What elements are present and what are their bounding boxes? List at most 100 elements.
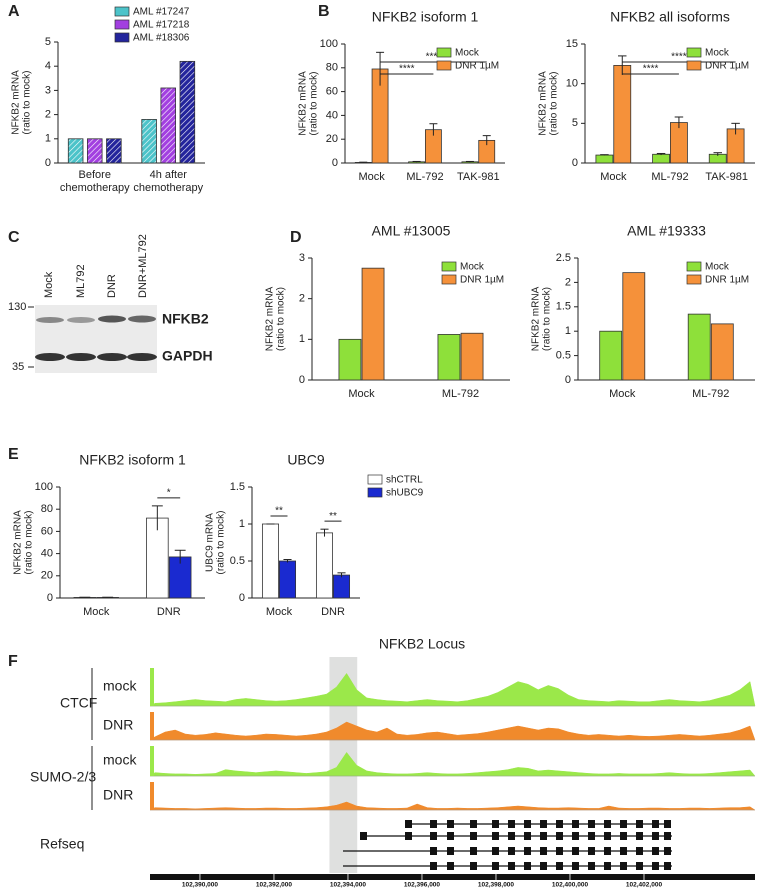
y-tick-label: 2.5 xyxy=(556,252,571,264)
legend-label: AML #17247 xyxy=(133,7,190,18)
blot-band xyxy=(98,316,126,323)
x-tick-label: 102,390,000 xyxy=(182,882,219,889)
x-tick-label: 4h after chemotherapy xyxy=(123,169,213,201)
bar xyxy=(623,273,645,380)
gene-exon xyxy=(360,832,367,840)
signal-track xyxy=(150,752,755,776)
bar xyxy=(262,524,278,598)
gene-exon xyxy=(636,832,643,840)
lane-label: DNR xyxy=(106,274,118,298)
gene-exon xyxy=(540,862,547,870)
y-tick-label: 40 xyxy=(41,548,53,560)
bar xyxy=(461,333,483,380)
bar xyxy=(596,155,613,163)
bar xyxy=(438,334,460,380)
y-tick-label: 1.5 xyxy=(556,301,571,313)
y-tick-label: 3 xyxy=(299,252,305,264)
gene-exon xyxy=(430,847,437,855)
bar xyxy=(600,331,622,380)
gene-exon xyxy=(556,832,563,840)
x-tick-label: Mock xyxy=(348,388,375,400)
x-tick-label: TAK-981 xyxy=(705,171,748,183)
y-axis-label: NFKB2 mRNA xyxy=(538,71,549,136)
ruler-bar xyxy=(150,874,755,880)
x-tick-label: 102,396,000 xyxy=(404,882,441,889)
y-tick-label: 1 xyxy=(239,518,245,530)
y-tick-label: 40 xyxy=(326,109,338,121)
y-axis-label: NFKB2 mRNA xyxy=(531,286,542,351)
gene-exon xyxy=(492,862,499,870)
gene-exon xyxy=(430,862,437,870)
panel-label: B xyxy=(318,3,330,20)
gene-exon xyxy=(604,832,611,840)
gene-exon xyxy=(470,862,477,870)
y-tick-label: 1 xyxy=(299,333,305,345)
gene-exon xyxy=(524,847,531,855)
gene-exon xyxy=(540,832,547,840)
group-label: CTCF xyxy=(60,695,97,711)
x-tick-label: TAK-981 xyxy=(457,171,500,183)
track-scale-bar xyxy=(150,668,154,706)
gene-exon xyxy=(447,862,454,870)
panel-label: C xyxy=(8,229,20,246)
legend-swatch xyxy=(687,61,701,70)
marker-label: 35 xyxy=(12,361,24,373)
chart-title: UBC9 xyxy=(287,452,325,468)
x-tick-label: ML-792 xyxy=(692,388,729,400)
gene-exon xyxy=(572,847,579,855)
gene-exon xyxy=(405,820,412,828)
panel-label: E xyxy=(8,446,19,463)
y-tick-label: 0.5 xyxy=(556,350,571,362)
signal-track xyxy=(150,673,755,706)
y-tick-label: 2 xyxy=(565,276,571,288)
lane-label: Mock xyxy=(43,271,55,298)
gene-exon xyxy=(664,820,671,828)
gene-exon xyxy=(430,820,437,828)
x-tick-label: DNR xyxy=(321,606,345,618)
x-tick-label: Mock xyxy=(266,606,293,618)
x-tick-label: Mock xyxy=(609,388,636,400)
y-tick-label: 3 xyxy=(45,84,51,96)
legend-swatch xyxy=(442,275,456,284)
legend-swatch xyxy=(442,262,456,271)
gene-exon xyxy=(508,820,515,828)
y-tick-label: 4 xyxy=(45,60,51,72)
legend-label: shCTRL xyxy=(386,475,423,486)
x-tick-label: ML-792 xyxy=(442,388,479,400)
x-tick-label: ML-792 xyxy=(651,171,688,183)
blot-band xyxy=(35,353,65,361)
chart-title: NFKB2 isoform 1 xyxy=(372,9,479,25)
legend-swatch xyxy=(115,33,129,42)
gene-exon xyxy=(430,832,437,840)
gene-exon xyxy=(405,832,412,840)
significance-label: ** xyxy=(329,511,337,522)
western-blot: Mock ML792 DNR DNR+ML792 130 35 NFKB2 GA… xyxy=(8,234,213,373)
chart-title: AML #13005 xyxy=(372,223,451,239)
gene-exon xyxy=(664,847,671,855)
y-tick-label: 2 xyxy=(45,109,51,121)
gene-exon xyxy=(508,847,515,855)
bar xyxy=(362,268,384,380)
gene-exon xyxy=(620,820,627,828)
legend-label: Mock xyxy=(455,48,480,59)
blot-band xyxy=(67,317,95,323)
legend-swatch xyxy=(368,475,382,484)
y-tick-label: 5 xyxy=(572,117,578,129)
track-scale-bar xyxy=(150,782,154,810)
gene-exon xyxy=(556,862,563,870)
y-tick-label: 10 xyxy=(566,78,578,90)
bar xyxy=(711,324,733,380)
gene-exon xyxy=(620,832,627,840)
lane-label: ML792 xyxy=(75,264,87,298)
track-scale-bar xyxy=(150,712,154,740)
y-axis-label: (ratio to mock) xyxy=(549,72,560,136)
gene-exon xyxy=(540,820,547,828)
y-axis-label: NFKB2 mRNA xyxy=(265,286,276,351)
y-axis-label: (ratio to mock) xyxy=(309,72,320,136)
legend-label: shUBC9 xyxy=(386,488,424,499)
gene-exon xyxy=(604,820,611,828)
gene-exon xyxy=(556,820,563,828)
chart-title: NFKB2 isoform 1 xyxy=(79,452,186,468)
blot-band xyxy=(97,353,127,361)
